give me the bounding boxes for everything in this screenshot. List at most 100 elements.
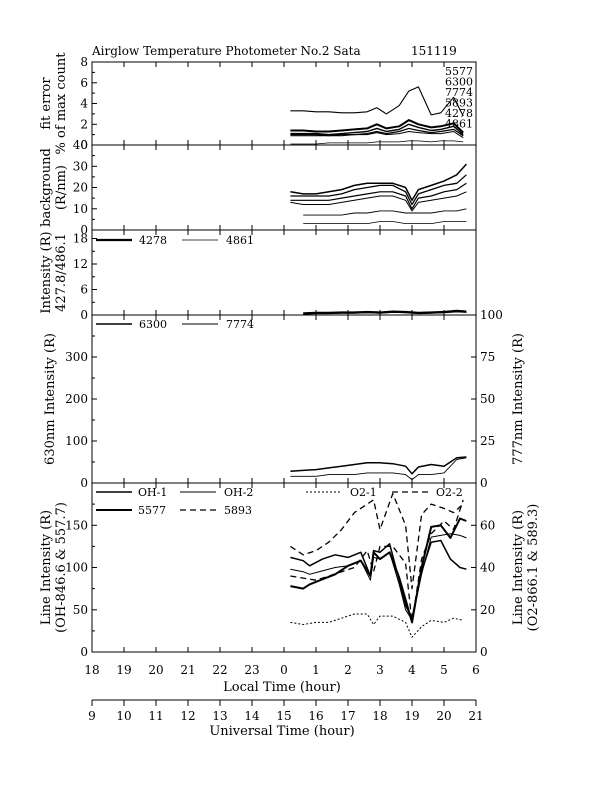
legend-label: O2-2 [436, 486, 463, 499]
legend-label: OH-1 [138, 486, 167, 499]
y-tick-label: 300 [65, 350, 88, 364]
local-time-tick-label: 23 [244, 663, 259, 677]
y-tick-label: 2 [80, 117, 88, 131]
y-right-tick-label: 20 [480, 603, 495, 617]
local-time-tick-label: 18 [84, 663, 99, 677]
legend-label: 7774 [226, 318, 254, 331]
y-tick-label: 200 [65, 392, 88, 406]
y-tick-label: 0 [80, 645, 88, 659]
y-axis-label: 427.8/486.1 [54, 233, 69, 312]
series-line-oh-2 [290, 533, 467, 621]
series-line-o2-2 [290, 499, 464, 624]
y-axis-label: fit error [39, 77, 54, 130]
series-line-6 [303, 221, 467, 225]
y-right-tick-label: 0 [480, 476, 488, 490]
series-line-2 [290, 119, 464, 134]
y-tick-label: 4 [80, 97, 88, 111]
y-right-axis-label: (O2-866.1 & 589.3) [526, 504, 541, 632]
y-tick-label: 12 [73, 257, 88, 271]
panel-red-lines: 0 100 200 300 0 25 50 75 100 630nm Intensity (R) 7… [43, 308, 526, 490]
legend-label: OH-2 [224, 486, 253, 499]
y-right-tick-label: 75 [480, 350, 495, 364]
universal-time-tick-label: 21 [468, 709, 483, 723]
local-time-tick-label: 5 [440, 663, 448, 677]
y-axis-label: Line Intensity (R) [39, 510, 54, 625]
y-axis-label: background [39, 148, 54, 227]
series-line-6300 [290, 456, 467, 475]
y-right-tick-label: 40 [480, 561, 495, 575]
series-line-7774 [290, 457, 467, 481]
legend-label: O2-1 [350, 486, 377, 499]
panel-frame [91, 144, 477, 231]
panel-frame [91, 314, 477, 484]
universal-time-tick-label: 12 [180, 709, 195, 723]
y-right-tick-label: 25 [480, 434, 495, 448]
series-line-4861 [303, 311, 467, 315]
legend-label: 5893 [224, 504, 252, 517]
y-right-tick-label: 50 [480, 392, 495, 406]
universal-time-tick-label: 13 [212, 709, 227, 723]
y-tick-label: 20 [73, 181, 88, 195]
local-time-tick-label: 4 [408, 663, 416, 677]
y-axis-label: Intensity (R) [39, 231, 54, 313]
universal-time-tick-label: 11 [148, 709, 163, 723]
legend-label: 4278 [445, 107, 473, 120]
universal-time-tick-label: 9 [88, 709, 96, 723]
y-tick-label: 6 [80, 76, 88, 90]
universal-time-tick-label: 14 [244, 709, 260, 723]
panel-blue-lines: 0 6 12 18 Intensity (R) 427.8/486.1 4278 4861 [39, 229, 477, 322]
legend-label: 4861 [445, 118, 473, 131]
universal-time-axis-label: Universal Time (hour) [209, 724, 354, 739]
y-axis-label: % of max count [54, 52, 69, 155]
y-tick-label: 18 [73, 232, 88, 246]
local-time-tick-label: 6 [472, 663, 480, 677]
universal-time-tick-label: 16 [308, 709, 323, 723]
local-time-tick-label: 21 [180, 663, 195, 677]
series-line-1 [290, 86, 464, 117]
local-time-tick-label: 20 [148, 663, 163, 677]
y-right-axis-label: Line Intensity (R) [511, 510, 526, 625]
y-right-tick-label: 60 [480, 518, 495, 532]
series-line-2 [290, 174, 467, 206]
figure-date-code: 151119 [411, 44, 457, 58]
y-tick-label: 0 [80, 308, 88, 322]
universal-time-tick-label: 10 [116, 709, 131, 723]
local-time-tick-label: 2 [344, 663, 352, 677]
y-right-tick-label: 0 [480, 645, 488, 659]
y-axis-label: (R/nm) [54, 165, 69, 210]
series-line-o2-1 [290, 613, 464, 638]
legend-label: 4278 [139, 234, 167, 247]
y-tick-label: 0 [80, 476, 88, 490]
y-right-axis-label: 777nm Intensity (R) [511, 333, 526, 465]
series-line-4 [290, 191, 467, 212]
y-axis-label: (OH-846.6 & 557.7) [54, 502, 69, 633]
legend-label: 6300 [139, 318, 167, 331]
y-tick-label: 40 [73, 138, 88, 152]
universal-time-tick-label: 18 [372, 709, 387, 723]
series-line-5893 [290, 492, 464, 590]
universal-time-tick-label: 19 [404, 709, 419, 723]
universal-time-tick-label: 15 [276, 709, 291, 723]
y-tick-label: 50 [73, 603, 88, 617]
legend-label: 4861 [226, 234, 254, 247]
panel-background: 0 10 20 30 40 background (R/nm) [39, 138, 477, 237]
series-line-4278 [303, 309, 467, 315]
legend-label: 5893 [445, 97, 473, 110]
y-tick-label: 100 [65, 561, 88, 575]
y-tick-label: 0 [80, 223, 88, 237]
y-tick-label: 8 [80, 55, 88, 69]
universal-time-tick-label: 20 [436, 709, 451, 723]
local-time-tick-label: 22 [212, 663, 227, 677]
local-time-tick-label: 3 [376, 663, 384, 677]
series-line-1 [290, 163, 467, 202]
series-line-4 [290, 127, 464, 137]
legend-label: 5577 [445, 65, 473, 78]
series-line-6 [290, 140, 464, 145]
legend-label: 6300 [445, 76, 473, 89]
legend-label: 5577 [138, 504, 166, 517]
series-line-oh-1 [290, 539, 467, 619]
y-tick-label: 150 [65, 518, 88, 532]
